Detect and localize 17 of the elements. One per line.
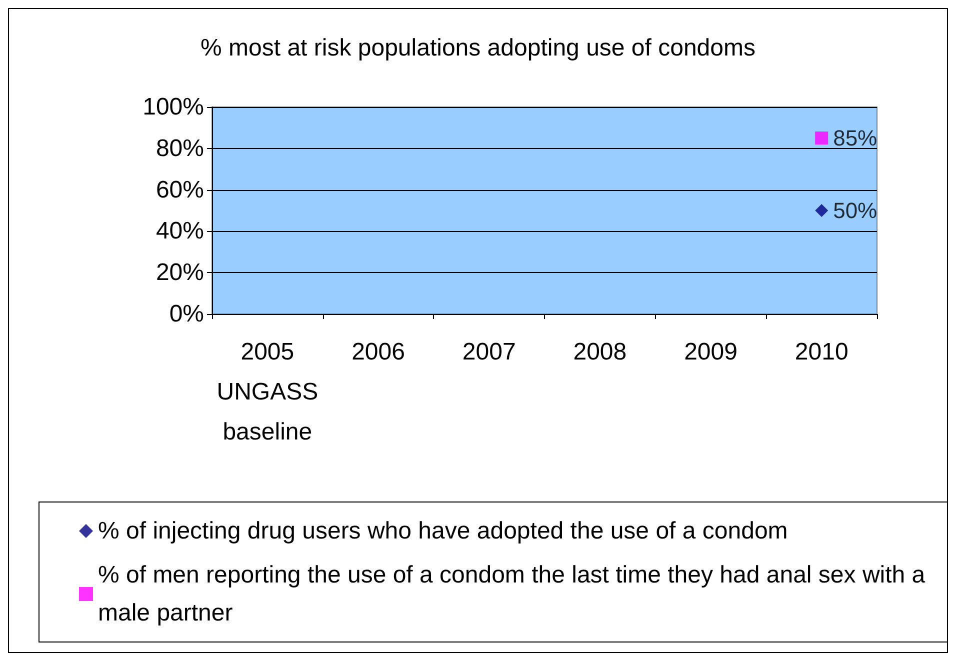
x-tick-label: 2005 UNGASS baseline: [216, 338, 318, 446]
y-tick-label: 0%: [169, 300, 204, 328]
y-tick-label: 60%: [156, 176, 204, 204]
y-tick-label: 40%: [156, 218, 204, 245]
legend-label: % of injecting drug users who have adopted the use of a condom: [98, 518, 788, 544]
x-tick-label: 2010: [794, 338, 848, 366]
y-tick-label: 20%: [156, 259, 204, 286]
chart-title: % most at risk populations adopting use of condoms: [200, 34, 756, 62]
legend-label: % of men reporting the use of a condom the last time they had anal sex with a male partner: [98, 562, 932, 626]
x-tick-label: 2006: [352, 338, 405, 366]
data-label: 85%: [833, 126, 878, 151]
x-tick-label: 2007: [462, 338, 516, 366]
x-tick-label: 2009: [684, 338, 738, 366]
y-tick-label: 100%: [142, 94, 204, 120]
data-label: 50%: [833, 198, 878, 223]
y-tick-label: 80%: [156, 134, 204, 162]
x-tick-label: 2008: [573, 338, 627, 366]
